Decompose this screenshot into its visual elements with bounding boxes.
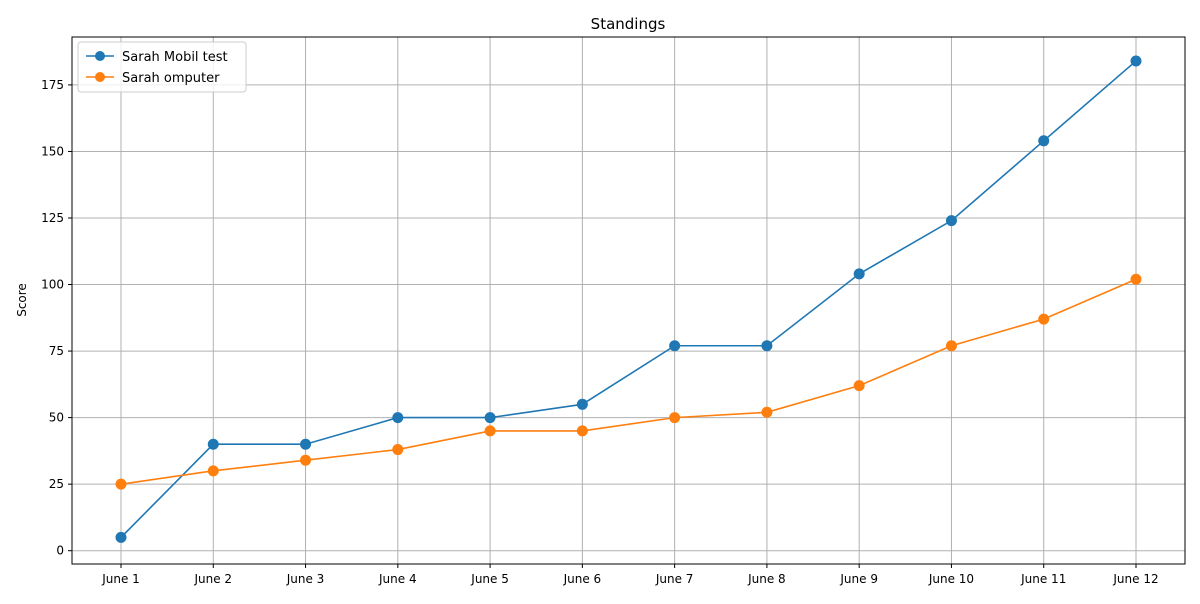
data-point — [207, 438, 219, 450]
x-tick-label: June 8 — [747, 572, 786, 586]
data-point — [945, 215, 957, 227]
series-1 — [115, 55, 1142, 543]
x-tick-label: June 1 — [101, 572, 140, 586]
data-point — [669, 412, 681, 424]
data-point — [392, 412, 404, 424]
data-point — [484, 412, 496, 424]
legend-label: Sarah omputer — [122, 71, 220, 86]
legend-marker — [95, 51, 105, 61]
x-tick-label: June 4 — [378, 572, 417, 586]
data-point — [576, 425, 588, 437]
legend: Sarah Mobil test Sarah omputer — [77, 41, 247, 93]
y-tick-label: 25 — [49, 477, 64, 491]
series-2 — [115, 273, 1142, 490]
x-tick-label: June 3 — [286, 572, 325, 586]
plot-frame — [71, 36, 1186, 565]
data-point — [115, 478, 127, 490]
data-point — [761, 340, 773, 352]
y-tick-label: 125 — [41, 211, 64, 225]
series-line — [120, 60, 1137, 538]
x-tick-label: June 6 — [563, 572, 602, 586]
series-layer — [115, 55, 1142, 543]
x-tick-label: June 9 — [839, 572, 878, 586]
data-point — [484, 425, 496, 437]
y-tick-label: 50 — [49, 411, 64, 425]
legend-marker — [95, 72, 105, 82]
data-point — [392, 444, 404, 456]
data-point — [1038, 135, 1050, 147]
x-tick-label: June 12 — [1112, 572, 1158, 586]
legend-box — [77, 41, 247, 93]
data-point — [761, 406, 773, 418]
chart-title: Standings — [591, 15, 666, 33]
x-tick-label: June 5 — [470, 572, 509, 586]
data-point — [576, 398, 588, 410]
y-tick-label: 75 — [49, 344, 64, 358]
y-tick-label: 0 — [56, 544, 64, 558]
x-tick-label: June 2 — [193, 572, 232, 586]
data-point — [1038, 313, 1050, 325]
x-tick-label: June 11 — [1020, 572, 1066, 586]
grid — [72, 37, 1185, 564]
data-point — [669, 340, 681, 352]
data-point — [853, 268, 865, 280]
series-line — [120, 278, 1137, 485]
data-point — [300, 438, 312, 450]
data-point — [1130, 55, 1142, 67]
data-point — [115, 531, 127, 543]
data-point — [1130, 273, 1142, 285]
x-tick-label: June 10 — [928, 572, 974, 586]
data-point — [853, 380, 865, 392]
y-tick-label: 175 — [41, 78, 64, 92]
data-point — [207, 465, 219, 477]
axis-ticks: June 1 June 2 June 3 June 4 June 5 June 6 June… — [41, 78, 1159, 586]
data-point — [300, 454, 312, 466]
y-axis-label: Score — [15, 283, 29, 317]
y-tick-label: 150 — [41, 144, 64, 158]
legend-label: Sarah Mobil test — [122, 50, 228, 65]
data-point — [945, 340, 957, 352]
x-tick-label: June 7 — [655, 572, 694, 586]
y-tick-label: 100 — [41, 278, 64, 292]
